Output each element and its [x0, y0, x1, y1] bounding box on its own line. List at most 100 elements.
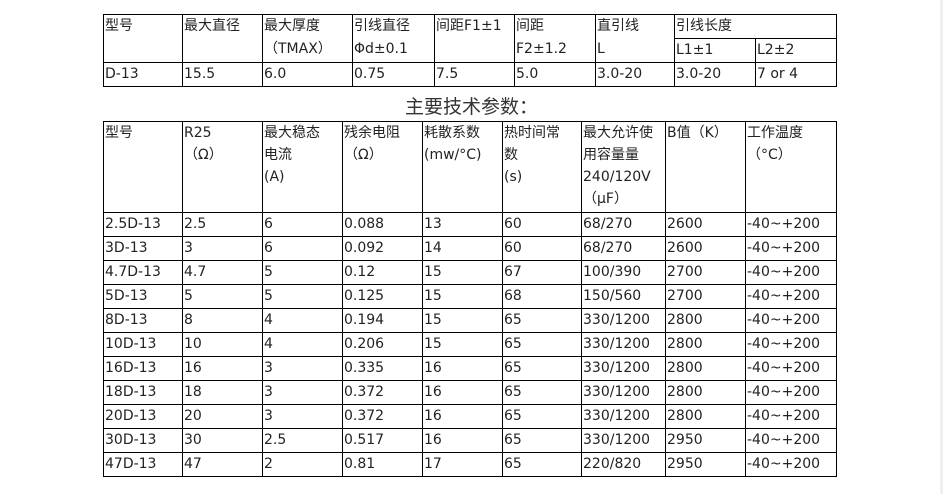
param-data-cell: 15: [422, 284, 503, 309]
param-data-cell: 2: [262, 452, 343, 477]
param-data-cell: 330/1200: [581, 356, 666, 381]
param-data-cell: -40~+200: [745, 212, 837, 237]
param-data-cell: 10D-13: [103, 332, 183, 357]
param-data-cell: 2950: [665, 452, 746, 477]
param-data-cell: 30: [182, 428, 263, 453]
param-data-cell: 0.194: [342, 308, 423, 333]
param-data-cell: 4: [262, 308, 343, 333]
header-line: (A): [264, 169, 285, 185]
param-data-cell: 60: [502, 236, 582, 261]
param-data-cell: 2.5D-13: [103, 212, 183, 237]
param-data-cell: 13: [422, 212, 503, 237]
param-data-cell: 2800: [665, 380, 746, 405]
param-data-cell: 15: [422, 308, 503, 333]
header-line: 最大厚度: [264, 18, 320, 34]
spec-data-cell: 5.0: [514, 62, 596, 87]
table-row: 30D-13 30 2.5 0.517 16 65 330/1200 2950 -40~+200: [103, 428, 837, 453]
table-row: 18D-13 18 3 0.372 16 65 330/1200 2800 -40~+200: [103, 380, 837, 405]
param-data-cell: 16: [422, 380, 503, 405]
param-data-cell: 16D-13: [103, 356, 183, 381]
param-data-cell: 67: [502, 260, 582, 285]
spec-header-cell: 引线长度: [674, 14, 837, 39]
header-line: F2±1.2: [516, 41, 567, 57]
param-header-cell: 最大稳态 电流 (A): [262, 121, 343, 213]
spec-table: 型号 最大直径 最大厚度 （TMAX） 引线直径 Φd±0.1 间距F1±1 间距 F…: [103, 14, 837, 87]
param-data-cell: -40~+200: [745, 380, 837, 405]
param-data-cell: 0.206: [342, 332, 423, 357]
param-data-cell: 330/1200: [581, 404, 666, 429]
table-row: 47D-13 47 2 0.81 17 65 220/820 2950 -40~+200: [103, 452, 837, 477]
header-line: R25: [184, 125, 212, 141]
param-data-cell: 0.372: [342, 404, 423, 429]
param-data-cell: 0.092: [342, 236, 423, 261]
param-data-cell: -40~+200: [745, 236, 837, 261]
param-data-cell: 16: [422, 428, 503, 453]
param-data-cell: 330/1200: [581, 428, 666, 453]
header-line: 间距: [516, 18, 544, 34]
param-data-cell: 20: [182, 404, 263, 429]
table-row: 8D-13 8 4 0.194 15 65 330/1200 2800 -40~+200: [103, 308, 837, 333]
header-line: （°C）: [747, 147, 792, 163]
header-line: B值（K）: [667, 125, 728, 141]
param-data-cell: -40~+200: [745, 428, 837, 453]
param-data-cell: 65: [502, 356, 582, 381]
param-data-cell: 3D-13: [103, 236, 183, 261]
param-data-cell: -40~+200: [745, 284, 837, 309]
param-data-cell: 5: [262, 260, 343, 285]
param-data-cell: -40~+200: [745, 452, 837, 477]
param-header-cell: R25 （Ω）: [182, 121, 263, 213]
header-line: 电流: [264, 147, 292, 163]
param-data-cell: 3: [182, 236, 263, 261]
spec-data-cell: 7.5: [434, 62, 515, 87]
spec-header-cell: 直引线 L: [595, 14, 675, 63]
param-data-cell: -40~+200: [745, 260, 837, 285]
spec-header-cell: 间距 F2±1.2: [514, 14, 596, 63]
param-data-cell: 220/820: [581, 452, 666, 477]
param-data-cell: 330/1200: [581, 380, 666, 405]
param-data-cell: 2700: [665, 284, 746, 309]
header-line: (s): [504, 169, 523, 185]
spec-subheader-cell: L2±2: [755, 38, 837, 63]
scrollbar-track[interactable]: [940, 0, 943, 494]
param-header-row: 型号 R25 （Ω） 最大稳态 电流 (A) 残余电阻 （Ω） 耗散系数 (mw/°C) 热时间常数…: [103, 121, 837, 213]
param-data-cell: 68: [502, 284, 582, 309]
header-line: L: [597, 41, 605, 57]
header-line: 耗散系数: [424, 125, 480, 141]
param-data-cell: 15: [422, 260, 503, 285]
header-line: 引线直径: [354, 18, 410, 34]
param-data-cell: 0.517: [342, 428, 423, 453]
param-data-cell: 150/560: [581, 284, 666, 309]
spec-subheader-cell: L1±1: [674, 38, 756, 63]
param-header-cell: 耗散系数 (mw/°C): [422, 121, 503, 213]
param-data-cell: 330/1200: [581, 332, 666, 357]
table-row: 5D-13 5 5 0.125 15 68 150/560 2700 -40~+200: [103, 284, 837, 309]
header-line: 用容量量: [583, 147, 639, 163]
param-data-cell: 6: [262, 212, 343, 237]
param-data-cell: 4: [262, 332, 343, 357]
table-row: 10D-13 10 4 0.206 15 65 330/1200 2800 -40~+200: [103, 332, 837, 357]
param-header-cell: 工作温度 （°C）: [745, 121, 837, 213]
param-header-cell: B值（K）: [665, 121, 746, 213]
spec-data-cell: 7 or 4: [755, 62, 837, 87]
spec-header-cell: 最大厚度 （TMAX）: [262, 14, 353, 63]
spec-subheader-row: L1±1 L2±2: [104, 38, 837, 63]
param-data-cell: 3: [262, 404, 343, 429]
param-header-cell: 残余电阻 （Ω）: [342, 121, 423, 213]
header-line: Φd±0.1: [354, 41, 408, 57]
param-data-cell: 0.372: [342, 380, 423, 405]
param-header-cell: 热时间常数 (s): [502, 121, 582, 213]
header-line: 工作温度: [747, 125, 803, 141]
spec-data-cell: 6.0: [262, 62, 353, 87]
param-data-cell: 5D-13: [103, 284, 183, 309]
param-data-cell: 65: [502, 332, 582, 357]
param-data-cell: 8: [182, 308, 263, 333]
param-data-cell: 5: [182, 284, 263, 309]
spec-data-cell: 15.5: [182, 62, 263, 87]
param-data-cell: 60: [502, 212, 582, 237]
param-data-cell: 47: [182, 452, 263, 477]
spec-data-row: D-13 15.5 6.0 0.75 7.5 5.0 3.0-20 3.0-20 7 or 4: [103, 62, 837, 87]
param-data-cell: -40~+200: [745, 404, 837, 429]
header-line: 热时间常: [504, 125, 560, 141]
param-header-cell: 最大允许使 用容量量 240/120V （μF）: [581, 121, 666, 213]
table-row: 4.7D-13 4.7 5 0.12 15 67 100/390 2700 -40~+200: [103, 260, 837, 285]
